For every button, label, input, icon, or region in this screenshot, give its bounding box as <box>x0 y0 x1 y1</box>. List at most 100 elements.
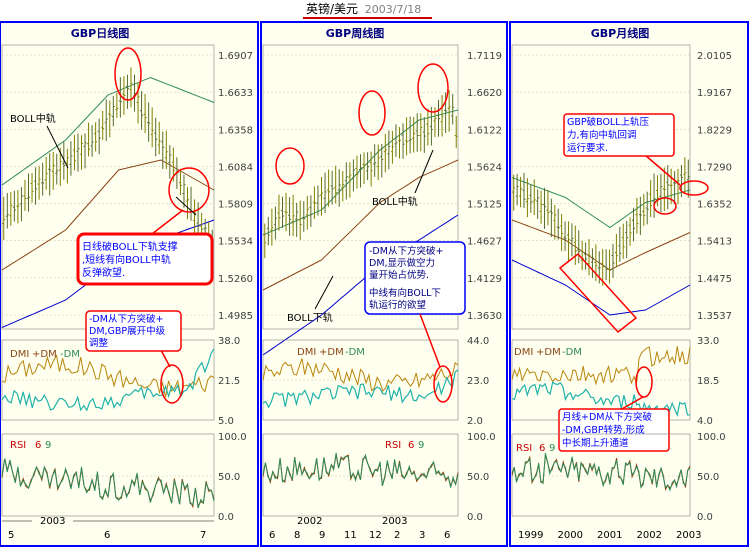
daily-note1-pointer <box>151 209 184 235</box>
weekly-rsi9-line <box>262 452 459 488</box>
dmi-tick-label: 44.0 <box>467 336 489 347</box>
x-tick-label: 6 <box>104 530 110 541</box>
monthly-plus-dm-label: +DM <box>536 347 561 358</box>
daily-note1-line3: 反弹欲望. <box>82 266 125 279</box>
x-tick-label: 12 <box>369 530 382 541</box>
weekly-circle-1 <box>275 147 305 185</box>
rsi-tick-label: 50.0 <box>467 472 489 483</box>
daily-price-axis: 1.6907 1.6633 1.6358 1.6084 1.5809 1.5534 1.52… <box>218 51 253 322</box>
dmi-tick-label: 18.5 <box>697 376 719 387</box>
rsi-tick-label: 0.0 <box>697 512 713 523</box>
daily-note2-line2: DM,GBP展开中级 <box>89 325 166 337</box>
price-tick-label: 1.6633 <box>218 88 253 99</box>
dmi-tick-label: 23.0 <box>467 376 489 387</box>
rsi-tick-label: 50.0 <box>218 472 240 483</box>
monthly-downtrend-box <box>558 252 638 334</box>
rsi-tick-label: 100.0 <box>467 432 496 443</box>
weekly-note-line3: 量开始占优势. <box>369 269 429 281</box>
x-tick-label: 7 <box>200 530 206 541</box>
monthly-price-axis: 2.0105 1.9167 1.8229 1.7290 1.6352 1.5413 1.44… <box>697 51 732 322</box>
dmi-tick-label: 4.0 <box>697 416 713 427</box>
x-tick-label: 2001 <box>597 530 622 541</box>
price-tick-label: 1.6122 <box>467 125 502 136</box>
panel-weekly-title: GBP周线图 <box>326 26 384 40</box>
x-tick-label: 8 <box>294 530 300 541</box>
daily-boll-pointer <box>46 125 69 169</box>
daily-dmi-plus-line <box>1 353 215 397</box>
header-bar <box>0 0 750 20</box>
x-tick-label: 3 <box>419 530 425 541</box>
weekly-note-line4: 中线有向BOLL下 <box>369 287 441 299</box>
weekly-rsi-p1: 6 <box>408 440 414 451</box>
daily-top-circle <box>114 47 142 101</box>
panel-monthly-frame <box>509 21 749 547</box>
weekly-dmi-plus-line <box>262 358 459 392</box>
weekly-price-plot <box>262 44 459 330</box>
monthly-note2-line2: -DM,GBP转势,形成 <box>562 424 645 436</box>
weekly-year-2003: 2003 <box>382 516 407 527</box>
monthly-note2-line1: 月线+DM从下方突破 <box>562 411 652 423</box>
x-tick-label: 9 <box>319 530 325 541</box>
daily-note1-line2: ,短线有向BOLL中轨 <box>82 253 171 266</box>
daily-boll-upper <box>1 76 215 186</box>
monthly-rsi9-line <box>511 453 691 492</box>
weekly-x-labels: 6 8 9 11 12 2 3 6 <box>269 530 450 541</box>
daily-dmi-minus-line <box>1 348 215 412</box>
monthly-note1-box <box>563 113 675 157</box>
monthly-dmi-label: DMI <box>514 347 533 358</box>
price-tick-label: 1.5624 <box>467 162 502 173</box>
x-tick-label: 2002 <box>637 530 662 541</box>
x-tick-label: 11 <box>344 530 357 541</box>
x-tick-label: 6 <box>444 530 450 541</box>
daily-boll-label: BOLL中轨 <box>10 112 56 125</box>
price-tick-label: 1.5125 <box>467 200 502 211</box>
weekly-dmi-label: DMI <box>297 347 316 358</box>
monthly-note2-line3: 中长期上升通道 <box>562 437 629 449</box>
price-tick-label: 1.5260 <box>218 274 253 285</box>
header-title: 英镑/美元 <box>306 1 358 16</box>
daily-note1-line1: 日线破BOLL下轨支撑 <box>82 240 178 253</box>
header-date: 2003/7/18 <box>365 3 421 16</box>
monthly-rsi-p2: 9 <box>549 443 555 454</box>
daily-rsi-p1: 6 <box>35 440 41 451</box>
weekly-rsi-axis: 100.0 50.0 0.0 <box>467 432 496 523</box>
x-tick-label: 2003 <box>676 530 701 541</box>
monthly-note1-line1: GBP破BOLL上轨压 <box>567 116 650 128</box>
monthly-boll-lower <box>511 259 691 316</box>
rsi-tick-label: 100.0 <box>218 432 247 443</box>
monthly-x-labels: 1999 2000 2001 2002 2003 <box>518 530 701 541</box>
monthly-rsi-p1: 6 <box>539 443 545 454</box>
weekly-circle-2 <box>358 90 386 136</box>
price-tick-label: 1.6620 <box>467 88 502 99</box>
monthly-candles <box>512 157 690 286</box>
weekly-minus-dm-label: -DM <box>345 347 365 358</box>
price-tick-label: 1.6352 <box>697 200 732 211</box>
x-tick-label: 2000 <box>558 530 583 541</box>
monthly-dmi-plus-line <box>511 346 691 386</box>
weekly-note-line5: 轨运行的欲望 <box>369 299 426 311</box>
dmi-tick-label: 21.5 <box>218 376 240 387</box>
daily-note2-box <box>85 310 182 352</box>
price-tick-label: 1.6358 <box>218 125 253 136</box>
rsi-tick-label: 100.0 <box>697 432 726 443</box>
weekly-dmi-circle <box>433 365 453 403</box>
price-tick-label: 1.3537 <box>697 311 732 322</box>
rsi-tick-label: 50.0 <box>697 472 719 483</box>
daily-x-labels: 5 6 7 <box>8 530 206 541</box>
weekly-note-box <box>364 241 466 315</box>
monthly-price-grid <box>512 54 690 316</box>
daily-plus-dm-label: +DM <box>32 349 57 360</box>
weekly-dmi-minus-line <box>262 369 459 409</box>
panel-daily-title: GBP日线图 <box>71 26 129 40</box>
monthly-boll-mid <box>511 219 691 271</box>
x-tick-label: 1999 <box>518 530 543 541</box>
monthly-note1-line3: 运行要求. <box>567 142 608 154</box>
weekly-price-axis: 1.7119 1.6620 1.6122 1.5624 1.5125 1.4627 1.41… <box>467 51 502 322</box>
price-tick-label: 1.9167 <box>697 88 732 99</box>
panel-monthly: GBP月线图 2.0105 1.9167 1.8229 1.7290 1.6352 1.5… <box>511 26 732 541</box>
panel-daily: GBP日线图 1.6907 1.6633 1.6358 1.6084 1.5809 1.5… <box>1 26 253 541</box>
daily-rsi-label: RSI <box>10 440 26 451</box>
daily-dmi-label: DMI <box>10 349 29 360</box>
weekly-boll-low-label: BOLL下轨 <box>287 311 333 324</box>
